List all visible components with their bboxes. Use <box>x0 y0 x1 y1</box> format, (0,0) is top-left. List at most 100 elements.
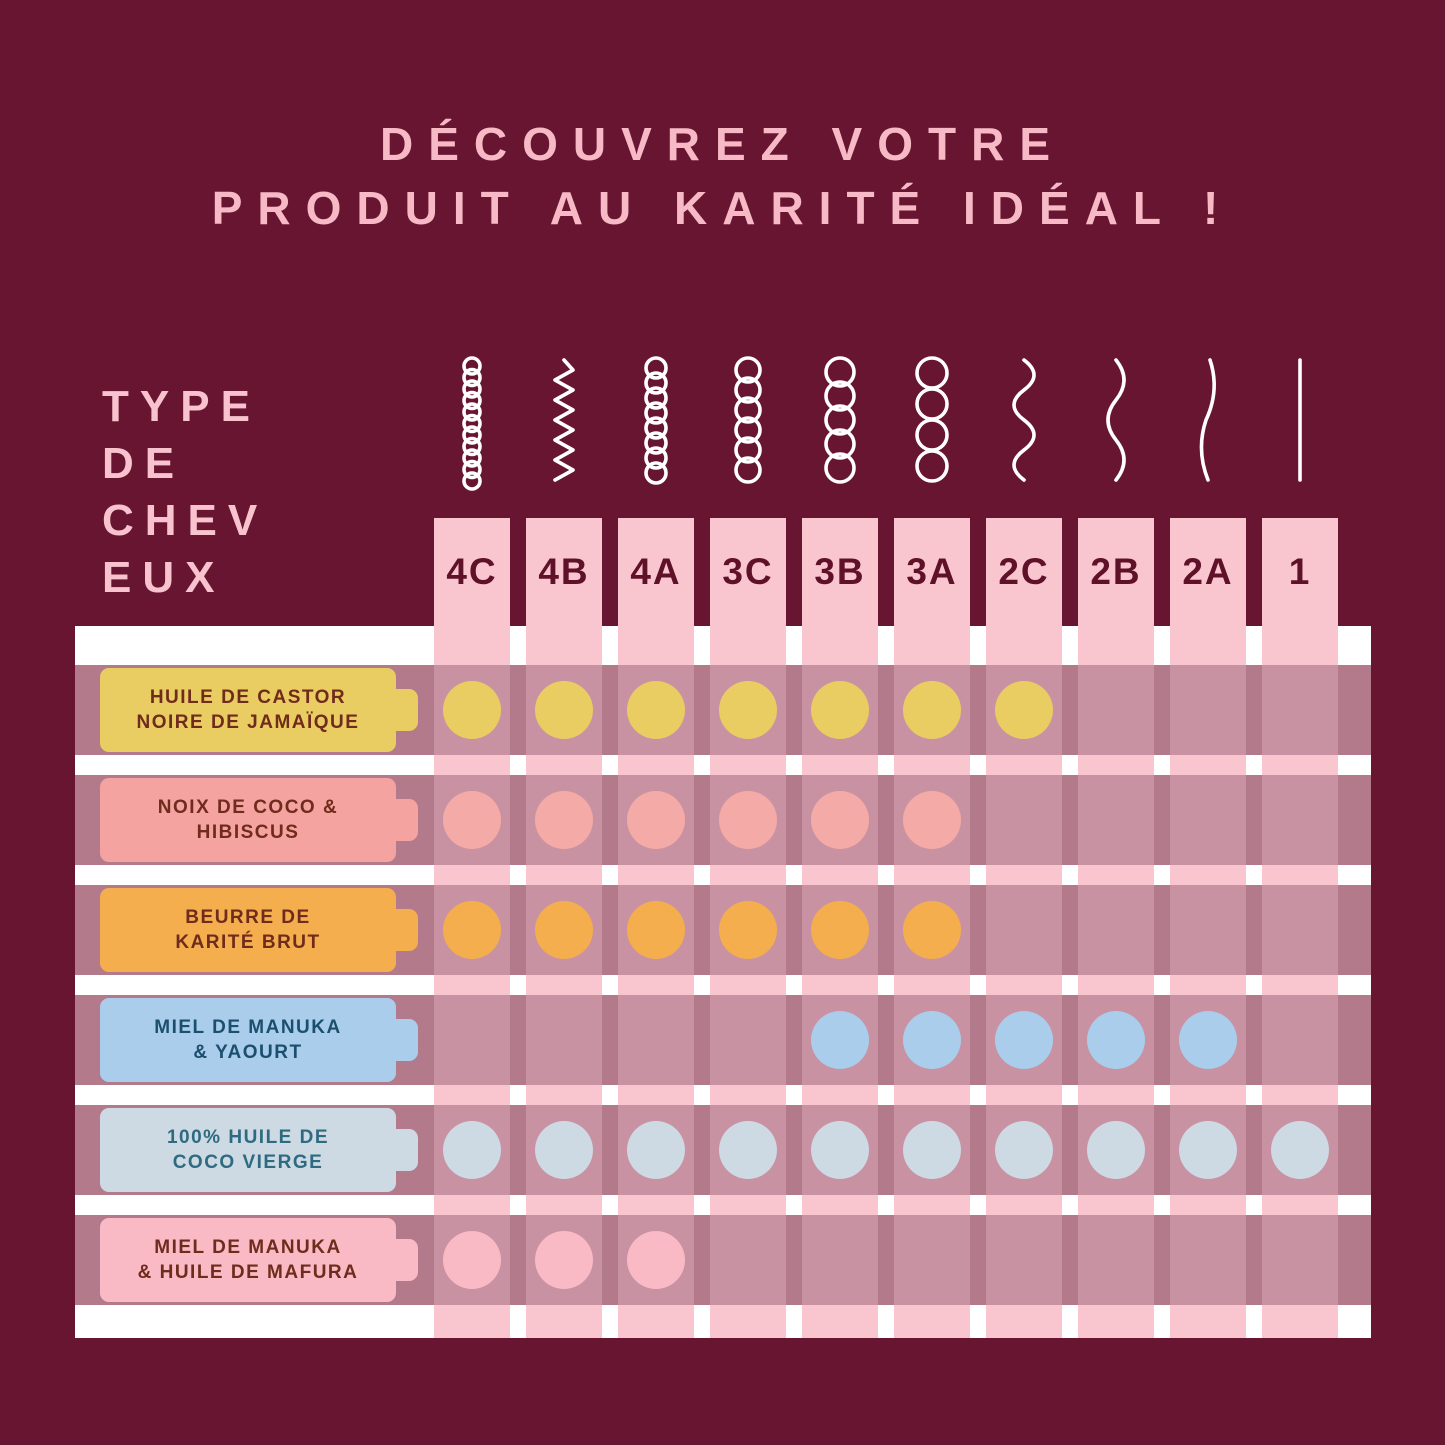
hair-type-header-label: 2B <box>1090 551 1142 592</box>
recommendation-dot-2C <box>995 1121 1053 1179</box>
row-column-cell <box>1170 1215 1246 1305</box>
product-label: 100% HUILE DE COCO VIERGE <box>100 1108 418 1192</box>
product-label: NOIX DE COCO & HIBISCUS <box>100 778 418 862</box>
recommendation-dot-3B <box>811 1121 869 1179</box>
row-column-cell <box>434 995 510 1085</box>
row-column-cell <box>1078 885 1154 975</box>
product-row-3: BEURRE DE KARITÉ BRUT <box>75 885 1371 975</box>
recommendation-dot-3B <box>811 1011 869 1069</box>
recommendation-dot-2B <box>1087 1011 1145 1069</box>
recommendation-dot-3A <box>903 791 961 849</box>
product-name-line: HIBISCUS <box>196 822 300 843</box>
recommendation-dot-2A <box>1179 1011 1237 1069</box>
hair-type-header-1: 1 <box>1262 518 1338 626</box>
recommendation-dot-4C <box>443 791 501 849</box>
product-label-tab <box>382 689 418 731</box>
recommendation-dot-3A <box>903 901 961 959</box>
loose-wave-icon <box>1178 354 1238 492</box>
wave-icon <box>1086 354 1146 492</box>
product-name-line: BEURRE DE <box>185 907 311 928</box>
hair-type-header-3A: 3A <box>894 518 970 626</box>
loose-loops-icon <box>810 354 870 492</box>
hair-type-header-label: 2C <box>998 551 1050 592</box>
row-column-cell <box>802 1215 878 1305</box>
product-label-tab <box>382 1129 418 1171</box>
product-name-line: NOIX DE COCO & <box>157 797 339 818</box>
recommendation-dot-4B <box>535 681 593 739</box>
recommendation-dot-2B <box>1087 1121 1145 1179</box>
axis-label-line: CHEV <box>102 496 269 545</box>
recommendation-dot-3C <box>719 1121 777 1179</box>
recommendation-dot-4A <box>627 901 685 959</box>
product-row-5: 100% HUILE DE COCO VIERGE <box>75 1105 1371 1195</box>
row-column-cell <box>618 995 694 1085</box>
straight-hair-icon <box>1270 354 1330 492</box>
recommendation-dot-3A <box>903 681 961 739</box>
axis-label-line: EUX <box>102 553 226 602</box>
product-name-line: KARITÉ BRUT <box>175 932 321 953</box>
hair-type-header-label: 4B <box>538 551 590 592</box>
product-label-tab <box>382 1239 418 1281</box>
row-column-cell <box>1262 885 1338 975</box>
recommendation-dot-4C <box>443 1231 501 1289</box>
hair-type-header-2C: 2C <box>986 518 1062 626</box>
product-name-line: COCO VIERGE <box>172 1152 324 1173</box>
recommendation-dot-4C <box>443 901 501 959</box>
small-loops-icon <box>626 354 686 492</box>
hair-type-header-label: 3C <box>722 551 774 592</box>
tight-coil-icon <box>442 354 502 492</box>
recommendation-dot-3A <box>903 1011 961 1069</box>
product-row-1: HUILE DE CASTOR NOIRE DE JAMAÏQUE <box>75 665 1371 755</box>
hair-type-header-label: 4C <box>446 551 498 592</box>
product-label: HUILE DE CASTOR NOIRE DE JAMAÏQUE <box>100 668 418 752</box>
recommendation-dot-3C <box>719 901 777 959</box>
row-column-cell <box>1262 1215 1338 1305</box>
hair-type-header-4C: 4C <box>434 518 510 626</box>
recommendation-dot-4C <box>443 681 501 739</box>
product-label: MIEL DE MANUKA & YAOURT <box>100 998 418 1082</box>
product-label-tab <box>382 1019 418 1061</box>
recommendation-dot-3A <box>903 1121 961 1179</box>
product-row-6: MIEL DE MANUKA & HUILE DE MAFURA <box>75 1215 1371 1305</box>
page-title-line-1: DÉCOUVREZ VOTRE <box>379 118 1066 170</box>
recommendation-dot-2A <box>1179 1121 1237 1179</box>
recommendation-dot-1 <box>1271 1121 1329 1179</box>
row-column-cell <box>526 995 602 1085</box>
page-title-line-2: PRODUIT AU KARITÉ IDÉAL ! <box>211 182 1234 234</box>
recommendation-dot-4B <box>535 1121 593 1179</box>
hair-type-header-2A: 2A <box>1170 518 1246 626</box>
product-name-line: MIEL DE MANUKA <box>154 1017 342 1038</box>
recommendation-dot-4A <box>627 681 685 739</box>
row-column-cell <box>894 1215 970 1305</box>
hair-type-header-4A: 4A <box>618 518 694 626</box>
hair-type-header-3B: 3B <box>802 518 878 626</box>
hair-type-header-label: 1 <box>1288 551 1312 592</box>
hair-type-header-label: 4A <box>630 551 682 592</box>
medium-loops-icon <box>718 354 778 492</box>
recommendation-dot-3B <box>811 901 869 959</box>
row-column-cell <box>1078 665 1154 755</box>
hair-type-header-4B: 4B <box>526 518 602 626</box>
row-column-cell <box>1262 995 1338 1085</box>
row-column-cell <box>1078 1215 1154 1305</box>
product-name-line: NOIRE DE JAMAÏQUE <box>136 712 360 733</box>
row-column-cell <box>1262 775 1338 865</box>
hair-type-header-label: 2A <box>1182 551 1234 592</box>
hair-type-header-label: 3B <box>814 551 866 592</box>
product-name-line: & HUILE DE MAFURA <box>137 1262 359 1283</box>
product-label: BEURRE DE KARITÉ BRUT <box>100 888 418 972</box>
hair-type-header-label: 3A <box>906 551 958 592</box>
recommendation-dot-4C <box>443 1121 501 1179</box>
row-column-cell <box>710 995 786 1085</box>
product-label-tab <box>382 909 418 951</box>
axis-label-line: DE <box>102 439 186 488</box>
zigzag-coil-icon <box>534 354 594 492</box>
row-column-cell <box>986 775 1062 865</box>
hair-type-header-2B: 2B <box>1078 518 1154 626</box>
row-column-cell <box>710 1215 786 1305</box>
product-name-line: & YAOURT <box>193 1042 303 1063</box>
recommendation-dot-4A <box>627 1121 685 1179</box>
product-row-4: MIEL DE MANUKA & YAOURT <box>75 995 1371 1085</box>
recommendation-dot-4A <box>627 791 685 849</box>
